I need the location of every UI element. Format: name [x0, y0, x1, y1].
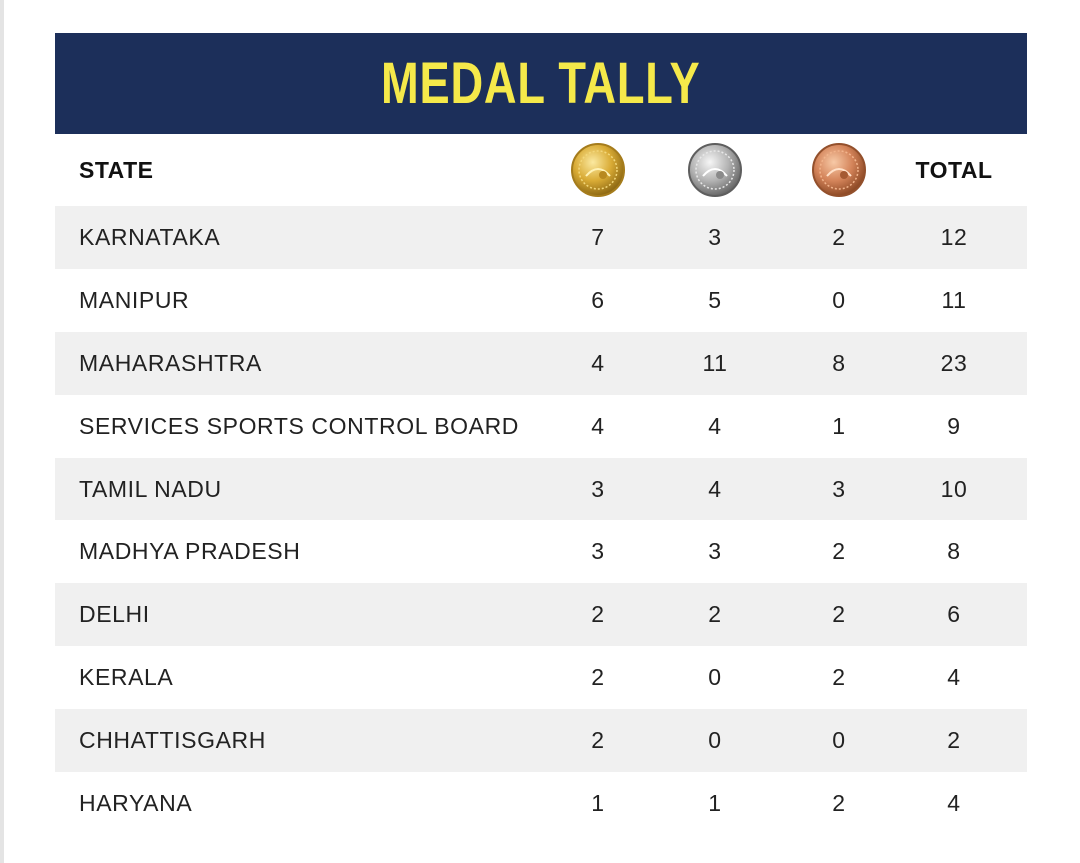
state-cell: MAHARASHTRA: [79, 349, 262, 376]
bronze-count-cell: 2: [832, 601, 846, 628]
silver-count-cell: 2: [708, 601, 722, 628]
gold-count-cell: 3: [591, 475, 605, 502]
state-cell: HARYANA: [79, 789, 193, 816]
table-row: MAHARASHTRA 4 11 8 23: [55, 331, 1027, 395]
bronze-count-cell: 2: [832, 789, 846, 816]
total-count-cell: 23: [940, 349, 968, 376]
bronze-count-cell: 3: [832, 475, 846, 502]
table-row: HARYANA 1 1 2 4: [55, 772, 1027, 835]
total-count-cell: 11: [941, 286, 967, 313]
silver-count-cell: 4: [708, 475, 722, 502]
gold-count-cell: 4: [591, 412, 605, 439]
bronze-count-cell: 2: [832, 664, 846, 691]
bronze-count-cell: 2: [832, 223, 846, 250]
state-cell: MADHYA PRADESH: [79, 538, 301, 565]
bronze-count-cell: 0: [832, 727, 846, 754]
silver-count-cell: 4: [708, 412, 722, 439]
table-header-row: STATE: [55, 134, 1027, 206]
table-row: MANIPUR 6 5 0 11: [55, 268, 1027, 332]
total-column-header: TOTAL: [915, 156, 993, 183]
state-cell: MANIPUR: [79, 286, 190, 313]
silver-count-cell: 1: [708, 789, 722, 816]
table-row: CHHATTISGARH 2 0 0 2: [55, 709, 1027, 773]
table-row: MADHYA PRADESH 3 3 2 8: [55, 520, 1027, 584]
state-cell: KARNATAKA: [79, 223, 221, 250]
gold-column-header: [543, 142, 653, 198]
state-cell: DELHI: [79, 601, 150, 628]
gold-medal-icon: [571, 143, 625, 197]
left-edge-rule: [0, 0, 4, 863]
table-row: KARNATAKA 7 3 2 12: [55, 206, 1027, 269]
medal-table-body: KARNATAKA 7 3 2 12 MANIPUR 6 5 0 11 MAHARASHTRA 4 11…: [55, 206, 1027, 835]
medal-tally-card: MEDAL TALLY STATE: [55, 33, 1027, 835]
total-count-cell: 8: [947, 538, 961, 565]
bronze-medal-icon: [812, 143, 866, 197]
bronze-count-cell: 1: [832, 412, 846, 439]
silver-count-cell: 0: [708, 664, 722, 691]
total-count-cell: 4: [947, 664, 961, 691]
total-count-cell: 9: [947, 412, 961, 439]
state-column-header: STATE: [79, 156, 154, 183]
gold-count-cell: 7: [591, 223, 605, 250]
state-cell: CHHATTISGARH: [79, 727, 266, 754]
silver-column-header: [653, 142, 777, 198]
bronze-count-cell: 8: [832, 349, 846, 376]
silver-count-cell: 3: [708, 223, 722, 250]
silver-count-cell: 0: [708, 727, 722, 754]
page-title: MEDAL TALLY: [381, 51, 701, 116]
bronze-count-cell: 0: [832, 286, 846, 313]
gold-count-cell: 1: [591, 789, 605, 816]
total-count-cell: 10: [940, 475, 968, 502]
table-row: KERALA 2 0 2 4: [55, 646, 1027, 710]
state-cell: SERVICES SPORTS CONTROL BOARD: [79, 412, 520, 439]
silver-medal-icon: [688, 143, 742, 197]
total-count-cell: 12: [940, 223, 968, 250]
gold-count-cell: 3: [591, 538, 605, 565]
state-cell: TAMIL NADU: [79, 475, 222, 502]
gold-count-cell: 4: [591, 349, 605, 376]
gold-count-cell: 2: [591, 601, 605, 628]
total-count-cell: 6: [947, 601, 961, 628]
table-row: TAMIL NADU 3 4 3 10: [55, 457, 1027, 521]
gold-count-cell: 6: [591, 286, 605, 313]
gold-count-cell: 2: [591, 727, 605, 754]
total-count-cell: 4: [947, 789, 961, 816]
bronze-column-header: [777, 142, 901, 198]
table-row: SERVICES SPORTS CONTROL BOARD 4 4 1 9: [55, 394, 1027, 458]
table-row: DELHI 2 2 2 6: [55, 583, 1027, 647]
state-cell: KERALA: [79, 664, 174, 691]
silver-count-cell: 5: [708, 286, 722, 313]
bronze-count-cell: 2: [832, 538, 846, 565]
total-count-cell: 2: [947, 727, 961, 754]
gold-count-cell: 2: [591, 664, 605, 691]
silver-count-cell: 11: [702, 349, 728, 376]
silver-count-cell: 3: [708, 538, 722, 565]
title-banner: MEDAL TALLY: [55, 33, 1027, 134]
